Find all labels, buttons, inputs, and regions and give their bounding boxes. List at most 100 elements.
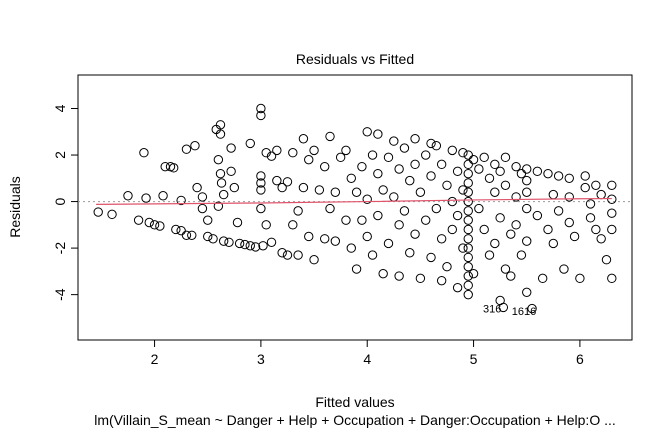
data-point — [394, 164, 404, 174]
data-point — [272, 145, 282, 156]
data-point — [282, 177, 293, 187]
data-point — [341, 215, 351, 225]
data-point — [224, 237, 234, 247]
data-point — [234, 238, 245, 249]
data-point — [447, 224, 457, 235]
y-tick-label: 4 — [52, 104, 68, 112]
data-point — [479, 224, 489, 235]
data-point — [506, 229, 516, 239]
data-point — [458, 148, 468, 158]
data-point — [309, 255, 319, 265]
data-point — [266, 151, 277, 161]
data-point — [181, 144, 192, 154]
data-point — [203, 215, 213, 225]
data-point — [569, 231, 580, 242]
data-point — [171, 224, 181, 235]
data-point — [463, 196, 473, 207]
data-point — [325, 203, 335, 214]
data-point — [415, 273, 426, 284]
data-point — [357, 215, 367, 225]
data-point — [421, 150, 431, 160]
data-point — [431, 203, 442, 214]
points-layer — [93, 103, 617, 314]
data-point — [405, 175, 415, 186]
data-point — [245, 138, 255, 149]
data-point — [415, 187, 426, 197]
data-point — [564, 173, 574, 184]
data-point — [378, 185, 388, 195]
data-point — [256, 171, 266, 181]
data-point — [410, 159, 420, 170]
data-point — [373, 129, 383, 139]
data-point — [490, 238, 500, 249]
data-point — [426, 138, 436, 149]
chart-title: Residuals vs Fitted — [296, 51, 414, 67]
data-point — [293, 206, 303, 216]
data-point — [325, 131, 335, 142]
data-point — [511, 161, 521, 172]
data-point — [463, 280, 473, 291]
data-point — [559, 264, 569, 274]
data-point — [463, 150, 473, 160]
data-point — [468, 154, 479, 165]
data-point — [330, 236, 341, 246]
data-point — [309, 145, 319, 156]
data-point — [133, 215, 144, 225]
data-point — [155, 221, 165, 231]
data-point — [216, 178, 227, 188]
y-tick-label: -2 — [52, 242, 68, 255]
data-point — [256, 185, 266, 195]
data-point — [383, 152, 394, 163]
y-axis-label: Residuals — [7, 176, 23, 237]
data-point — [522, 287, 532, 298]
data-point — [463, 178, 473, 188]
data-point — [495, 166, 505, 177]
data-point — [522, 187, 532, 197]
data-point — [548, 189, 559, 200]
data-point — [553, 206, 564, 216]
data-point — [362, 127, 372, 137]
x-axis: 2 3 4 5 6 — [151, 339, 584, 367]
data-point — [176, 225, 186, 236]
data-point — [373, 168, 383, 179]
data-point — [463, 271, 473, 281]
data-point — [591, 224, 601, 235]
data-point — [218, 189, 229, 200]
data-point — [399, 143, 410, 153]
data-point — [436, 234, 447, 244]
data-point — [389, 192, 399, 202]
data-point — [436, 159, 447, 170]
data-point — [532, 210, 543, 221]
data-point — [250, 242, 261, 252]
data-point — [93, 207, 103, 217]
data-point — [511, 220, 521, 230]
data-point — [548, 238, 559, 249]
data-point — [474, 203, 484, 214]
data-point — [447, 196, 457, 207]
data-point — [463, 289, 473, 300]
data-point — [463, 206, 473, 216]
data-point — [341, 145, 351, 156]
outlier-label: 1616 — [512, 306, 536, 318]
data-point — [190, 141, 200, 151]
data-point — [553, 171, 564, 181]
data-point — [484, 173, 495, 184]
data-point — [484, 250, 495, 260]
data-point — [431, 141, 442, 151]
data-point — [522, 203, 532, 214]
data-point — [298, 134, 309, 144]
data-point — [240, 239, 250, 250]
data-point — [580, 182, 590, 193]
data-point — [346, 243, 356, 253]
data-point — [141, 193, 151, 203]
data-point — [144, 217, 154, 228]
data-point — [500, 152, 511, 163]
data-point — [452, 166, 463, 177]
data-point — [314, 185, 325, 195]
x-tick-label: 6 — [576, 351, 584, 367]
data-point — [282, 250, 293, 260]
data-point — [149, 220, 160, 230]
data-point — [187, 230, 197, 241]
data-point — [522, 236, 532, 246]
x-tick-label: 2 — [151, 351, 159, 367]
